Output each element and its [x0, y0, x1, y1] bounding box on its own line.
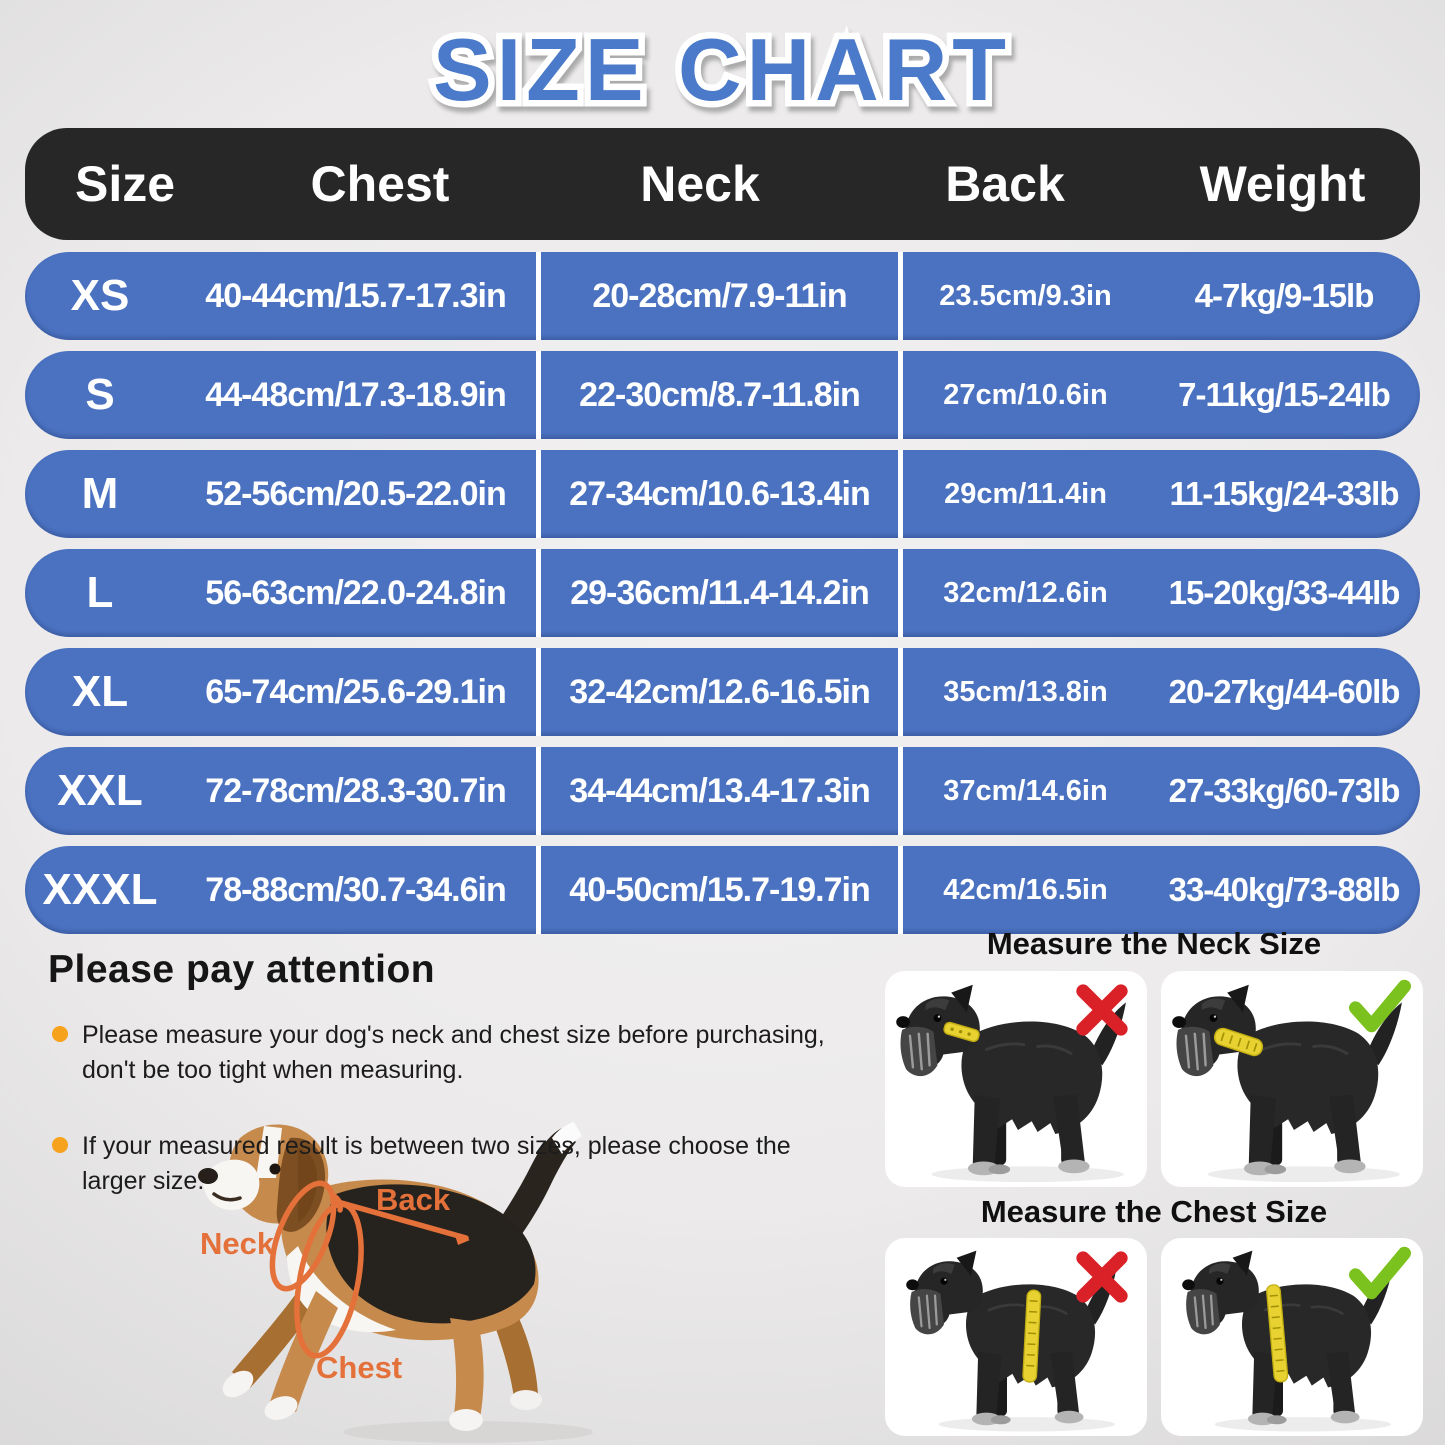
dog-measurement-diagram: Neck Back Chest — [198, 1122, 593, 1443]
size-table: Size Chest Neck Back Weight XS 40-44cm/1… — [25, 128, 1420, 945]
chest-cell: 40-44cm/15.7-17.3in — [205, 276, 506, 315]
size-cell: M — [81, 469, 119, 518]
neck-cell: 22-30cm/8.7-11.8in — [536, 351, 903, 439]
chest-cell: 78-88cm/30.7-34.6in — [205, 870, 506, 909]
size-cell: L — [86, 568, 114, 617]
weight-cell: 20-27kg/44-60lb — [1168, 673, 1401, 710]
weight-cell: 15-20kg/33-44lb — [1168, 574, 1401, 611]
header-neck: Neck — [640, 156, 760, 212]
weight-cell: 4-7kg/9-15lb — [1194, 277, 1375, 314]
chest-correct-card — [1161, 1238, 1423, 1437]
back-cell: 37cm/14.6in — [943, 774, 1108, 807]
neck-cell: 27-34cm/10.6-13.4in — [536, 450, 903, 538]
size-cell: XL — [71, 667, 129, 716]
attention-bullet: If your measured result is between two s… — [48, 1129, 848, 1198]
table-row-xxxl: XXXL 78-88cm/30.7-34.6in 40-50cm/15.7-19… — [25, 846, 1420, 934]
chest-cell: 56-63cm/22.0-24.8in — [205, 573, 506, 612]
measure-chest-heading: Measure the Chest Size — [980, 1193, 1328, 1229]
back-cell: 42cm/16.5in — [943, 873, 1108, 906]
header-back: Back — [945, 156, 1065, 212]
neck-cell: 34-44cm/13.4-17.3in — [536, 747, 903, 835]
neck-correct-card — [1161, 970, 1423, 1187]
table-row-l: L 56-63cm/22.0-24.8in 29-36cm/11.4-14.2i… — [25, 549, 1420, 637]
table-row-xs: XS 40-44cm/15.7-17.3in 20-28cm/7.9-11in … — [25, 252, 1420, 340]
back-line-arrow — [454, 1232, 470, 1245]
chest-tape-wrong — [1022, 1289, 1042, 1383]
chest-cell: 44-48cm/17.3-18.9in — [205, 375, 506, 414]
header-chest: Chest — [310, 156, 450, 212]
dog-photo-chest-tape-correct — [1180, 1249, 1395, 1432]
weight-cell: 33-40kg/73-88lb — [1168, 871, 1401, 908]
header-weight: Weight — [1199, 156, 1366, 212]
neck-tape-correct — [1213, 1027, 1264, 1056]
size-cell: XXL — [57, 766, 143, 815]
green-check-icon — [1349, 1246, 1411, 1300]
weight-cell: 7-11kg/15-24lb — [1178, 376, 1391, 413]
back-label: Back — [376, 1182, 451, 1217]
beagle-illustration — [198, 1122, 593, 1443]
back-cell: 35cm/13.8in — [943, 675, 1108, 708]
attention-bullet: Please measure your dog's neck and chest… — [48, 1018, 848, 1087]
attention-heading: Please pay attention — [48, 948, 436, 991]
table-row-xl: XL 65-74cm/25.6-29.1in 32-42cm/12.6-16.5… — [25, 648, 1420, 736]
back-cell: 27cm/10.6in — [943, 378, 1108, 411]
weight-cell: 11-15kg/24-33lb — [1169, 475, 1400, 512]
neck-cell: 40-50cm/15.7-19.7in — [536, 846, 903, 934]
measure-neck-heading: Measure the Neck Size — [986, 926, 1322, 961]
page-title: SIZE CHART — [427, 14, 1013, 126]
chest-tape-correct — [1266, 1284, 1289, 1383]
dog-photo-neck-tape-correct — [1170, 982, 1404, 1182]
neck-cell: 20-28cm/7.9-11in — [536, 252, 903, 340]
chest-cell: 52-56cm/20.5-22.0in — [205, 474, 506, 513]
dog-photo-collar-too-high — [894, 982, 1128, 1182]
size-cell: XS — [70, 271, 130, 320]
red-x-icon — [1076, 983, 1128, 1036]
attention-bullet-text: If your measured result is between two s… — [82, 1132, 791, 1195]
header-size: Size — [74, 156, 176, 212]
back-cell: 23.5cm/9.3in — [939, 279, 1112, 312]
attention-section: Please pay attention Please measure your… — [48, 948, 848, 1198]
neck-cell: 29-36cm/11.4-14.2in — [536, 549, 903, 637]
attention-bullet-text: Please measure your dog's neck and chest… — [82, 1021, 825, 1084]
bullet-dot-icon — [52, 1026, 68, 1042]
chest-cell: 72-78cm/28.3-30.7in — [205, 771, 506, 810]
chest-cell: 65-74cm/25.6-29.1in — [205, 672, 506, 711]
chest-wrong-card — [885, 1238, 1147, 1437]
chest-cards — [878, 1238, 1430, 1437]
table-header-row: Size Chest Neck Back Weight — [25, 128, 1420, 240]
back-cell: 32cm/12.6in — [943, 576, 1108, 609]
collar-wrong — [943, 1021, 980, 1042]
table-row-s: S 44-48cm/17.3-18.9in 22-30cm/8.7-11.8in… — [25, 351, 1420, 439]
page-title-text: SIZE CHART — [433, 20, 1011, 119]
table-row-m: M 52-56cm/20.5-22.0in 27-34cm/10.6-13.4i… — [25, 450, 1420, 538]
green-check-icon — [1349, 979, 1411, 1032]
bullet-dot-icon — [52, 1137, 68, 1153]
neck-label: Neck — [200, 1226, 275, 1261]
back-cell: 29cm/11.4in — [944, 477, 1107, 510]
neck-cell: 32-42cm/12.6-16.5in — [536, 648, 903, 736]
dog-photo-tape-too-far-back — [904, 1249, 1119, 1432]
table-row-xxl: XXL 72-78cm/28.3-30.7in 34-44cm/13.4-17.… — [25, 747, 1420, 835]
red-x-icon — [1076, 1251, 1128, 1303]
weight-cell: 27-33kg/60-73lb — [1168, 772, 1401, 809]
neck-wrong-card — [885, 970, 1147, 1187]
neck-measure-loop — [269, 1180, 337, 1292]
size-cell: S — [85, 370, 115, 419]
back-measure-line — [335, 1199, 469, 1241]
size-cell: XXXL — [42, 865, 158, 914]
measure-guide: Measure the Neck Size — [878, 926, 1430, 1443]
chest-label: Chest — [316, 1350, 402, 1385]
neck-cards — [878, 970, 1430, 1187]
